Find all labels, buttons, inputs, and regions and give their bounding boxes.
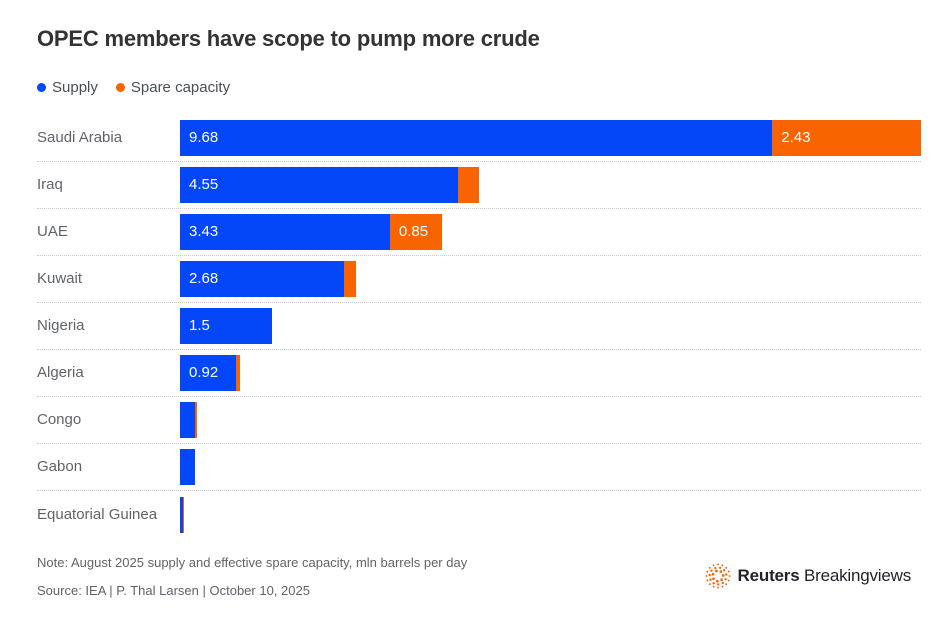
reuters-breakingviews-logo: Reuters Breakingviews — [704, 562, 911, 590]
reuters-dotted-circle-icon — [705, 563, 731, 589]
bar-track — [180, 496, 921, 533]
bar-value-label: 2.43 — [781, 129, 811, 146]
chart-source: Source: IEA | P. Thal Larsen | October 1… — [37, 583, 310, 598]
chart-row: Gabon — [37, 444, 921, 491]
spare-capacity-bar-segment: 0.85 — [389, 214, 442, 250]
category-label: Congo — [37, 411, 82, 428]
chart-row: Algeria 0.92 — [37, 350, 921, 397]
bar-chart: Saudi Arabia 9.68 2.43 Iraq 4.55 UAE 3.43 0.85 K… — [37, 115, 921, 538]
bar-value-label: 9.68 — [189, 129, 219, 146]
bar-value-label: 1.5 — [189, 317, 210, 334]
category-label: Algeria — [37, 364, 84, 381]
spare-capacity-bar-segment — [183, 496, 185, 533]
spare-capacity-bar-segment — [458, 167, 479, 203]
supply-bar-segment: 1.5 — [180, 308, 272, 344]
bar-track — [180, 402, 921, 438]
category-label: Iraq — [37, 176, 63, 193]
bar-value-label: 4.55 — [189, 176, 219, 193]
spare-capacity-bar-segment — [236, 355, 240, 391]
category-label: Nigeria — [37, 317, 85, 334]
chart-row: Saudi Arabia 9.68 2.43 — [37, 115, 921, 162]
bar-track — [180, 449, 921, 485]
bar-value-label: 0.85 — [398, 223, 429, 240]
supply-bar-segment — [180, 402, 196, 438]
category-label: UAE — [37, 223, 68, 240]
legend-label: Supply — [52, 79, 98, 96]
logo-text: Reuters Breakingviews — [737, 566, 912, 586]
legend-item-supply: Supply — [37, 79, 98, 96]
supply-dot-icon — [37, 83, 46, 92]
legend: Supply Spare capacity — [37, 79, 921, 96]
legend-label: Spare capacity — [130, 79, 231, 96]
bar-value-label: 2.68 — [189, 270, 219, 287]
category-label: Equatorial Guinea — [37, 505, 158, 523]
spare-capacity-bar-segment: 2.43 — [772, 120, 921, 156]
supply-bar-segment: 9.68 — [180, 120, 773, 156]
logo-brand: Reuters — [737, 566, 800, 585]
bar-track: 9.68 2.43 — [180, 120, 921, 156]
chart-row: Equatorial Guinea — [37, 491, 921, 538]
logo-suffix: Breakingviews — [803, 566, 911, 585]
supply-bar-segment: 3.43 — [180, 214, 390, 250]
chart-row: Kuwait 2.68 — [37, 256, 921, 303]
category-label: Saudi Arabia — [37, 129, 123, 146]
spare-capacity-dot-icon — [115, 83, 125, 92]
chart-row: UAE 3.43 0.85 — [37, 209, 921, 256]
footnotes: Note: August 2025 supply and effective s… — [37, 555, 921, 599]
chart-row: Congo — [37, 397, 921, 444]
chart-row: Nigeria 1.5 — [37, 303, 921, 350]
spare-capacity-bar-segment — [195, 402, 197, 438]
bar-track: 4.55 — [180, 167, 921, 203]
bar-value-label: 3.43 — [189, 223, 219, 240]
category-label: Kuwait — [37, 270, 83, 287]
bar-track: 0.92 — [180, 355, 921, 391]
supply-bar-segment — [180, 449, 195, 485]
supply-bar-segment: 2.68 — [180, 261, 344, 297]
category-label: Gabon — [37, 458, 83, 475]
legend-item-spare-capacity: Spare capacity — [115, 79, 231, 96]
bar-track: 2.68 — [180, 261, 921, 297]
spare-capacity-bar-segment — [343, 261, 357, 297]
bar-value-label: 0.92 — [189, 364, 219, 381]
bar-track: 1.5 — [180, 308, 921, 344]
supply-bar-segment: 4.55 — [180, 167, 459, 203]
supply-bar-segment — [180, 496, 184, 533]
supply-bar-segment: 0.92 — [180, 355, 237, 391]
bar-track: 3.43 0.85 — [180, 214, 921, 250]
chart-row: Iraq 4.55 — [37, 162, 921, 209]
chart-title: OPEC members have scope to pump more cru… — [37, 26, 540, 51]
chart-note: Note: August 2025 supply and effective s… — [37, 555, 468, 570]
